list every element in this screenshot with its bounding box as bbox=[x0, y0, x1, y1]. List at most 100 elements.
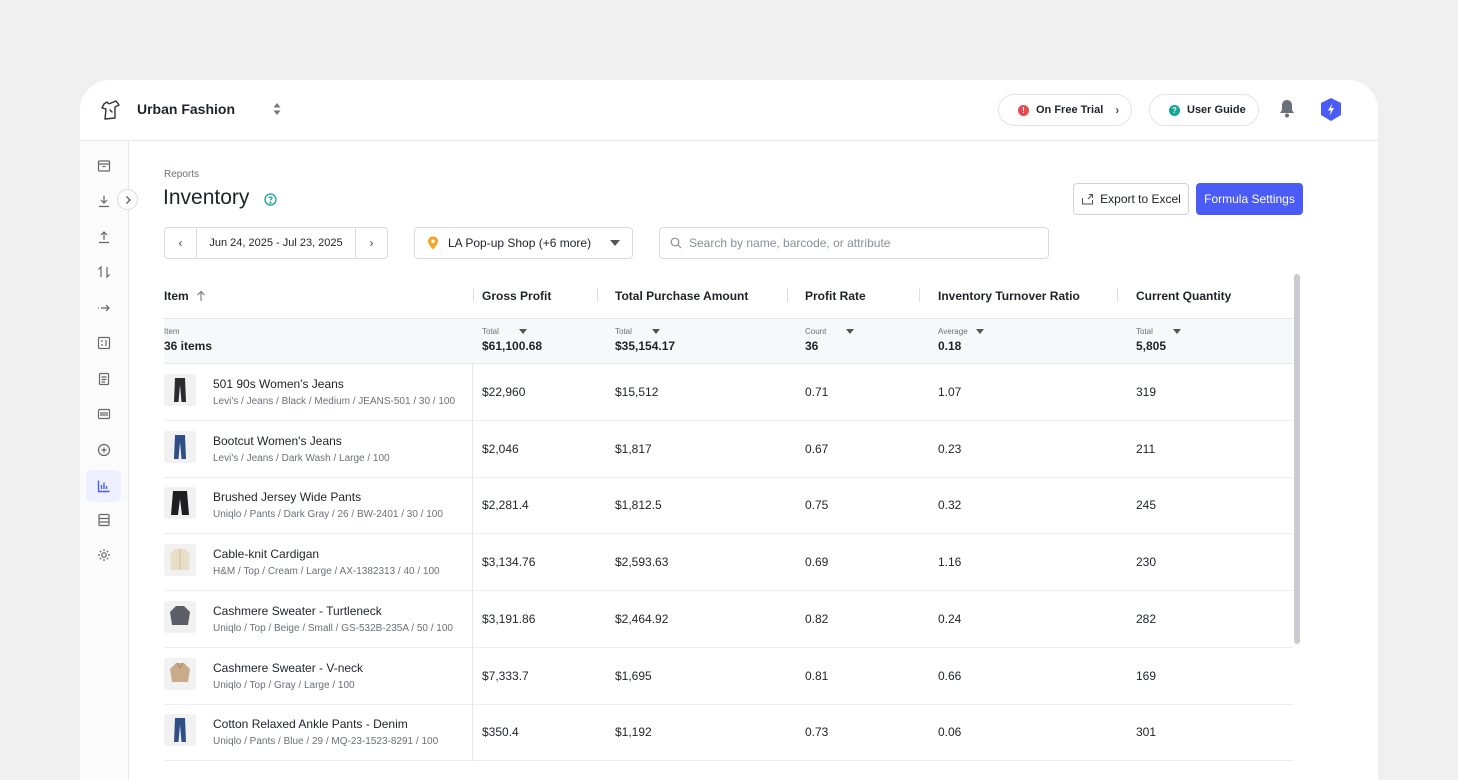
question-circle-icon[interactable] bbox=[264, 193, 277, 206]
item-name[interactable]: Cashmere Sweater - Turtleneck bbox=[213, 603, 382, 618]
date-range-value[interactable]: Jun 24, 2025 - Jul 23, 2025 bbox=[209, 237, 343, 249]
summary-aggregate-select[interactable]: Count bbox=[805, 327, 855, 336]
turnover-ratio-cell: 0.06 bbox=[938, 725, 962, 740]
current-quantity-cell: 245 bbox=[1136, 498, 1157, 513]
location-value: LA Pop-up Shop (+6 more) bbox=[448, 236, 592, 250]
column-header-current-quantity[interactable]: Current Quantity bbox=[1136, 289, 1232, 303]
product-image bbox=[174, 434, 186, 459]
gross-profit-cell: $7,333.7 bbox=[482, 668, 529, 683]
product-image bbox=[170, 662, 190, 682]
sidebar bbox=[80, 141, 129, 780]
turnover-ratio-cell: 0.66 bbox=[938, 668, 962, 683]
item-cell[interactable]: Cable-knit Cardigan H&M / Top / Cream / L… bbox=[164, 534, 473, 592]
summary-total-purchase[interactable]: Total $35,154.17 bbox=[615, 327, 675, 353]
location-select[interactable]: LA Pop-up Shop (+6 more) bbox=[414, 227, 633, 259]
table-row[interactable]: Cotton Relaxed Ankle Pants - Denim Uniqlo… bbox=[164, 704, 1293, 762]
formula-settings-button[interactable]: Formula Settings bbox=[1196, 183, 1303, 215]
workspace-name[interactable]: Urban Fashion bbox=[137, 101, 236, 117]
column-header-inventory-turnover-ratio[interactable]: Inventory Turnover Ratio bbox=[938, 289, 1080, 303]
gross-profit-cell: $350.4 bbox=[482, 725, 519, 740]
previous-period-button[interactable]: ‹ bbox=[165, 228, 197, 258]
date-range-picker[interactable]: ‹ Jun 24, 2025 - Jul 23, 2025 › bbox=[164, 227, 388, 259]
package-icon[interactable] bbox=[95, 157, 113, 175]
calculator-icon[interactable] bbox=[95, 334, 113, 352]
column-divider[interactable] bbox=[473, 288, 474, 302]
item-name[interactable]: Cotton Relaxed Ankle Pants - Denim bbox=[213, 717, 408, 732]
summary-aggregate-select[interactable]: Total bbox=[615, 327, 675, 336]
summary-gross-profit[interactable]: Total $61,100.68 bbox=[482, 327, 542, 353]
item-name[interactable]: Cashmere Sweater - V-neck bbox=[213, 660, 364, 675]
summary-quantity[interactable]: Total 5,805 bbox=[1136, 327, 1181, 353]
sort-ascending-icon[interactable] bbox=[196, 290, 206, 302]
database-icon[interactable] bbox=[95, 511, 113, 529]
breadcrumb[interactable]: Reports bbox=[164, 169, 200, 180]
chevron-down-icon bbox=[1172, 329, 1181, 334]
transfer-icon[interactable] bbox=[95, 263, 113, 281]
item-name[interactable]: Cable-knit Cardigan bbox=[213, 547, 320, 562]
profit-rate-cell: 0.67 bbox=[805, 441, 829, 456]
export-to-excel-button[interactable]: Export to Excel bbox=[1073, 183, 1189, 215]
table-row[interactable]: 501 90s Women's Jeans Levi's / Jeans / Bl… bbox=[164, 364, 1293, 421]
column-divider[interactable] bbox=[597, 288, 598, 302]
free-trial-button[interactable]: ! On Free Trial › bbox=[998, 94, 1132, 126]
summary-turnover[interactable]: Average 0.18 bbox=[938, 327, 984, 353]
table-row[interactable]: Cashmere Sweater - V-neck Uniqlo / Top / … bbox=[164, 647, 1293, 705]
summary-aggregate-select[interactable]: Average bbox=[938, 327, 984, 336]
table-scrollbar[interactable] bbox=[1294, 274, 1300, 644]
item-cell[interactable]: Cashmere Sweater - V-neck Uniqlo / Top / … bbox=[164, 647, 473, 705]
column-divider[interactable] bbox=[1117, 288, 1118, 302]
table-row[interactable]: Cashmere Sweater - Turtleneck Uniqlo / To… bbox=[164, 590, 1293, 648]
gross-profit-cell: $3,191.86 bbox=[482, 611, 536, 626]
current-quantity-cell: 169 bbox=[1136, 668, 1157, 683]
table-row[interactable]: Brushed Jersey Wide Pants Uniqlo / Pants … bbox=[164, 477, 1293, 535]
column-header-profit-rate[interactable]: Profit Rate bbox=[805, 289, 866, 303]
gross-profit-cell: $3,134.76 bbox=[482, 555, 536, 570]
item-name[interactable]: 501 90s Women's Jeans bbox=[213, 377, 344, 391]
add-circle-icon[interactable] bbox=[95, 441, 113, 459]
summary-aggregate-select[interactable]: Total bbox=[1136, 327, 1181, 336]
document-icon[interactable] bbox=[95, 370, 113, 388]
search-input[interactable] bbox=[689, 236, 1029, 250]
chart-icon[interactable] bbox=[86, 470, 121, 502]
item-cell[interactable]: Bootcut Women's Jeans Levi's / Jeans / Da… bbox=[164, 420, 473, 478]
turnover-ratio-cell: 0.23 bbox=[938, 441, 962, 456]
expand-sidebar-button[interactable] bbox=[117, 189, 138, 210]
sort-switch-icon[interactable] bbox=[270, 101, 284, 117]
item-cell[interactable]: Cashmere Sweater - Turtleneck Uniqlo / To… bbox=[164, 590, 473, 648]
profit-rate-cell: 0.69 bbox=[805, 555, 829, 570]
item-cell[interactable]: Cotton Relaxed Ankle Pants - Denim Uniqlo… bbox=[164, 704, 473, 762]
summary-value: 36 bbox=[805, 339, 819, 353]
item-cell[interactable]: Brushed Jersey Wide Pants Uniqlo / Pants … bbox=[164, 477, 473, 535]
chevron-down-icon bbox=[610, 240, 620, 246]
user-guide-button[interactable]: ? User Guide bbox=[1149, 94, 1259, 126]
profit-rate-cell: 0.73 bbox=[805, 725, 829, 740]
barcode-icon[interactable] bbox=[95, 405, 113, 423]
item-cell[interactable]: 501 90s Women's Jeans Levi's / Jeans / Bl… bbox=[164, 364, 473, 421]
next-period-button[interactable]: › bbox=[355, 228, 387, 258]
chevron-right-icon: › bbox=[1115, 103, 1120, 117]
upload-icon[interactable] bbox=[95, 228, 113, 246]
column-header-gross-profit[interactable]: Gross Profit bbox=[482, 289, 552, 303]
summary-profit-rate[interactable]: Count 36 bbox=[805, 327, 855, 353]
column-divider[interactable] bbox=[787, 288, 788, 302]
user-guide-label: User Guide bbox=[1187, 104, 1246, 116]
column-header-total-purchase-amount[interactable]: Total Purchase Amount bbox=[615, 289, 749, 303]
settings-icon[interactable] bbox=[95, 546, 113, 564]
column-divider[interactable] bbox=[919, 288, 920, 302]
summary-aggregate-select[interactable]: Total bbox=[482, 327, 542, 336]
download-icon[interactable] bbox=[95, 192, 113, 210]
chevron-down-icon bbox=[846, 329, 855, 334]
chevron-down-icon bbox=[518, 329, 527, 334]
item-name[interactable]: Brushed Jersey Wide Pants bbox=[213, 490, 362, 505]
table-row[interactable]: Bootcut Women's Jeans Levi's / Jeans / Da… bbox=[164, 420, 1293, 478]
account-shield-icon[interactable] bbox=[1320, 97, 1342, 122]
bell-icon[interactable] bbox=[1278, 98, 1296, 118]
column-header-item[interactable]: Item bbox=[164, 274, 206, 318]
table-row[interactable]: Cable-knit Cardigan H&M / Top / Cream / L… bbox=[164, 534, 1293, 592]
current-quantity-cell: 230 bbox=[1136, 555, 1157, 570]
search-box[interactable] bbox=[659, 227, 1049, 259]
gross-profit-cell: $2,046 bbox=[482, 441, 519, 456]
item-name[interactable]: Bootcut Women's Jeans bbox=[213, 433, 342, 448]
arrow-right-icon[interactable] bbox=[95, 299, 113, 317]
product-image bbox=[170, 605, 190, 625]
